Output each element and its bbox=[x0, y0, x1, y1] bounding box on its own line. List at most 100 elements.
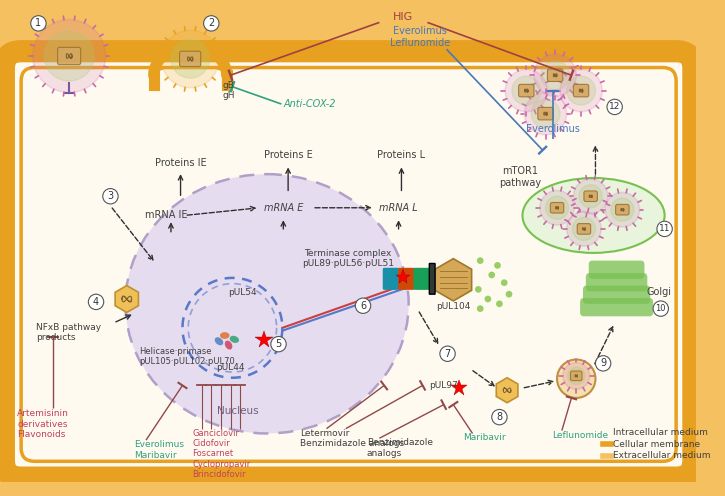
Text: 9: 9 bbox=[600, 358, 606, 369]
Text: 3: 3 bbox=[107, 191, 114, 201]
Ellipse shape bbox=[125, 174, 409, 434]
Text: 12: 12 bbox=[609, 102, 621, 112]
FancyBboxPatch shape bbox=[4, 51, 693, 478]
Circle shape bbox=[355, 298, 370, 313]
FancyBboxPatch shape bbox=[180, 51, 201, 66]
FancyBboxPatch shape bbox=[429, 263, 435, 294]
Circle shape bbox=[539, 190, 574, 225]
Text: Nucleus: Nucleus bbox=[218, 406, 259, 416]
FancyBboxPatch shape bbox=[584, 191, 597, 201]
Circle shape bbox=[475, 286, 481, 293]
Circle shape bbox=[567, 76, 595, 105]
Circle shape bbox=[501, 279, 508, 286]
FancyBboxPatch shape bbox=[383, 268, 399, 290]
Text: Cellular membrane: Cellular membrane bbox=[613, 439, 700, 448]
Text: mRNA L: mRNA L bbox=[379, 203, 418, 213]
Ellipse shape bbox=[523, 178, 665, 253]
FancyBboxPatch shape bbox=[577, 224, 591, 234]
Circle shape bbox=[103, 188, 118, 204]
Ellipse shape bbox=[220, 332, 230, 339]
Circle shape bbox=[88, 294, 104, 310]
Circle shape bbox=[505, 291, 513, 298]
Circle shape bbox=[531, 99, 560, 128]
Circle shape bbox=[512, 76, 541, 105]
Text: Artemisinin
derivatives
Flavonoids: Artemisinin derivatives Flavonoids bbox=[17, 410, 69, 439]
FancyBboxPatch shape bbox=[538, 108, 553, 120]
Circle shape bbox=[171, 40, 210, 78]
FancyBboxPatch shape bbox=[616, 204, 629, 215]
Polygon shape bbox=[497, 378, 518, 403]
Text: Proteins E: Proteins E bbox=[264, 150, 312, 160]
FancyBboxPatch shape bbox=[57, 48, 80, 64]
Text: Letermovir
Benzimidazole analogs: Letermovir Benzimidazole analogs bbox=[299, 429, 404, 448]
Text: pUL97: pUL97 bbox=[429, 381, 458, 390]
Circle shape bbox=[541, 61, 570, 90]
Text: Golgi: Golgi bbox=[647, 287, 671, 297]
FancyBboxPatch shape bbox=[398, 268, 415, 290]
Text: pUL104: pUL104 bbox=[436, 302, 471, 311]
Ellipse shape bbox=[215, 337, 223, 345]
Circle shape bbox=[653, 301, 668, 316]
Text: Benzimidazole
analogs: Benzimidazole analogs bbox=[367, 438, 433, 458]
Circle shape bbox=[204, 16, 219, 31]
Circle shape bbox=[30, 16, 46, 31]
Circle shape bbox=[568, 367, 585, 384]
FancyBboxPatch shape bbox=[413, 268, 430, 290]
Text: Extracellular medium: Extracellular medium bbox=[613, 451, 710, 460]
Text: 1: 1 bbox=[36, 18, 41, 28]
Text: Proteins L: Proteins L bbox=[378, 150, 426, 160]
FancyBboxPatch shape bbox=[550, 202, 564, 213]
Circle shape bbox=[545, 196, 568, 219]
FancyBboxPatch shape bbox=[586, 273, 647, 291]
Circle shape bbox=[494, 262, 501, 269]
Circle shape bbox=[505, 69, 547, 112]
Text: Intracellular medium: Intracellular medium bbox=[613, 428, 708, 437]
Text: Leflunomide: Leflunomide bbox=[552, 431, 608, 439]
Circle shape bbox=[595, 356, 611, 371]
Circle shape bbox=[573, 179, 608, 213]
Circle shape bbox=[477, 257, 484, 264]
Text: NFxB pathway
products: NFxB pathway products bbox=[36, 323, 102, 342]
Circle shape bbox=[440, 346, 455, 362]
Text: Terminase complex
pUL89·pUL56·pUL51: Terminase complex pUL89·pUL56·pUL51 bbox=[302, 249, 394, 268]
Text: Anti-COX-2: Anti-COX-2 bbox=[283, 99, 336, 109]
FancyBboxPatch shape bbox=[583, 286, 650, 304]
Text: pUL54: pUL54 bbox=[228, 288, 257, 297]
Text: 11: 11 bbox=[659, 224, 671, 234]
Circle shape bbox=[534, 54, 576, 96]
Circle shape bbox=[563, 363, 589, 389]
Circle shape bbox=[477, 305, 484, 312]
Text: 7: 7 bbox=[444, 349, 451, 359]
Text: Everolimus
Maribavir: Everolimus Maribavir bbox=[134, 440, 184, 460]
Text: gB
gH: gB gH bbox=[223, 81, 236, 100]
Circle shape bbox=[524, 93, 567, 135]
Circle shape bbox=[44, 31, 94, 81]
Circle shape bbox=[611, 198, 634, 221]
Text: HIG: HIG bbox=[393, 11, 413, 22]
Polygon shape bbox=[435, 259, 472, 301]
Text: Everolimus: Everolimus bbox=[526, 124, 580, 134]
FancyBboxPatch shape bbox=[518, 84, 534, 97]
FancyBboxPatch shape bbox=[580, 298, 653, 316]
FancyBboxPatch shape bbox=[573, 84, 589, 97]
Ellipse shape bbox=[225, 341, 232, 350]
Circle shape bbox=[162, 30, 219, 88]
Text: 4: 4 bbox=[93, 297, 99, 307]
Text: pUL44: pUL44 bbox=[216, 363, 245, 372]
Circle shape bbox=[607, 99, 622, 115]
Text: 5: 5 bbox=[276, 339, 281, 349]
Circle shape bbox=[657, 221, 672, 237]
Text: 6: 6 bbox=[360, 301, 366, 310]
Text: Everolimus
Leflunomide: Everolimus Leflunomide bbox=[389, 26, 450, 48]
Circle shape bbox=[557, 360, 595, 398]
Text: Maribavir: Maribavir bbox=[463, 434, 505, 442]
FancyBboxPatch shape bbox=[589, 260, 645, 279]
Text: 8: 8 bbox=[497, 412, 502, 422]
Circle shape bbox=[484, 296, 492, 303]
Circle shape bbox=[492, 410, 507, 425]
Circle shape bbox=[271, 336, 286, 352]
Text: mTOR1
pathway: mTOR1 pathway bbox=[500, 166, 542, 188]
FancyBboxPatch shape bbox=[571, 371, 582, 380]
Ellipse shape bbox=[230, 336, 239, 343]
Text: 2: 2 bbox=[208, 18, 215, 28]
